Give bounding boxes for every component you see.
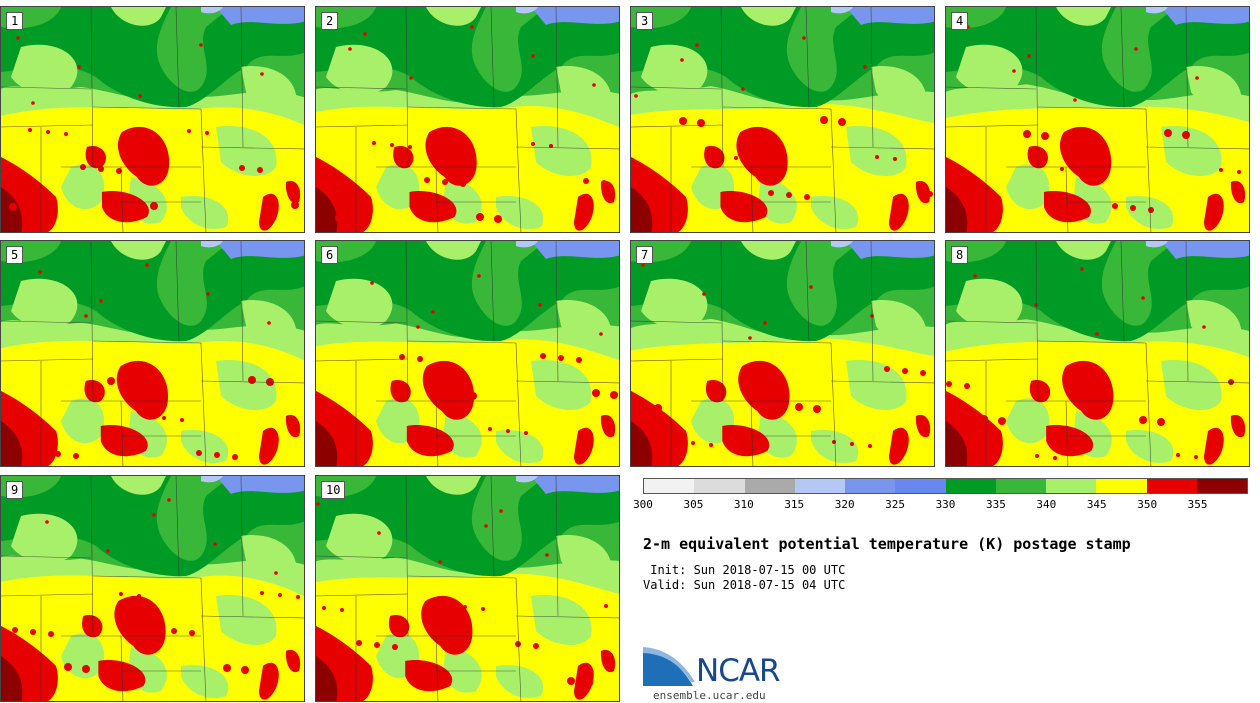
map-field	[316, 476, 619, 701]
colorbar-tick-label: 330	[935, 498, 956, 511]
map-field	[1, 241, 304, 466]
map-field	[631, 241, 934, 466]
map-field	[1, 7, 304, 232]
map-panel-1: 1	[0, 6, 305, 233]
map-panel-10: 10	[315, 475, 620, 702]
map-panel-7: 7	[630, 240, 935, 467]
colorbar-ticks: 300 305 310 315 320 325 330 335 340 345 350 355	[633, 498, 1248, 512]
valid-time: Valid: Sun 2018-07-15 04 UTC	[643, 578, 846, 592]
colorbar-segment	[895, 479, 946, 493]
panel-label: 8	[951, 246, 969, 264]
colorbar-segment	[694, 479, 745, 493]
panel-label: 7	[636, 246, 654, 264]
panel-label: 6	[321, 246, 339, 264]
panel-label: 1	[6, 12, 24, 30]
panel-label: 3	[636, 12, 654, 30]
map-panel-5: 5	[0, 240, 305, 467]
colorbar-segment	[1146, 479, 1197, 493]
map-panel-6: 6	[315, 240, 620, 467]
map-field	[946, 241, 1249, 466]
panel-label: 2	[321, 12, 339, 30]
logo-url: ensemble.ucar.edu	[653, 689, 766, 702]
colorbar-tick-label: 350	[1137, 498, 1158, 511]
map-panel-8: 8	[945, 240, 1250, 467]
ncar-logo-text: NCAR	[696, 653, 781, 689]
colorbar-tick-label: 325	[885, 498, 906, 511]
colorbar-segment	[945, 479, 996, 493]
map-panel-9: 9	[0, 475, 305, 702]
map-panel-3: 3	[630, 6, 935, 233]
map-field	[316, 241, 619, 466]
colorbar-tick-label: 345	[1086, 498, 1107, 511]
map-field	[316, 7, 619, 232]
colorbar-tick-label: 355	[1187, 498, 1208, 511]
panel-label: 4	[951, 12, 969, 30]
map-panel-4: 4	[945, 6, 1250, 233]
colorbar-segment	[1046, 479, 1097, 493]
colorbar-segment	[744, 479, 795, 493]
colorbar-tick-label: 305	[683, 498, 704, 511]
colorbar-tick-label: 335	[985, 498, 1006, 511]
colorbar	[643, 478, 1248, 494]
map-field	[946, 7, 1249, 232]
colorbar-segment	[644, 479, 695, 493]
colorbar-segment	[845, 479, 896, 493]
colorbar-segment	[995, 479, 1046, 493]
init-time: Init: Sun 2018-07-15 00 UTC	[643, 563, 846, 577]
map-panel-2: 2	[315, 6, 620, 233]
colorbar-segment	[1196, 479, 1247, 493]
colorbar-tick-label: 310	[733, 498, 754, 511]
colorbar-tick-label: 320	[834, 498, 855, 511]
map-field	[631, 7, 934, 232]
panel-label: 10	[321, 481, 346, 499]
colorbar-segment	[794, 479, 845, 493]
ncar-logo-icon	[643, 647, 695, 686]
plot-title: 2-m equivalent potential temperature (K)…	[643, 535, 1131, 553]
panel-label: 9	[6, 481, 24, 499]
panel-label: 5	[6, 246, 24, 264]
colorbar-tick-label: 300	[633, 498, 653, 511]
colorbar-tick-label: 315	[784, 498, 805, 511]
colorbar-segment	[1096, 479, 1147, 493]
colorbar-tick-label: 340	[1036, 498, 1057, 511]
map-field	[1, 476, 304, 701]
